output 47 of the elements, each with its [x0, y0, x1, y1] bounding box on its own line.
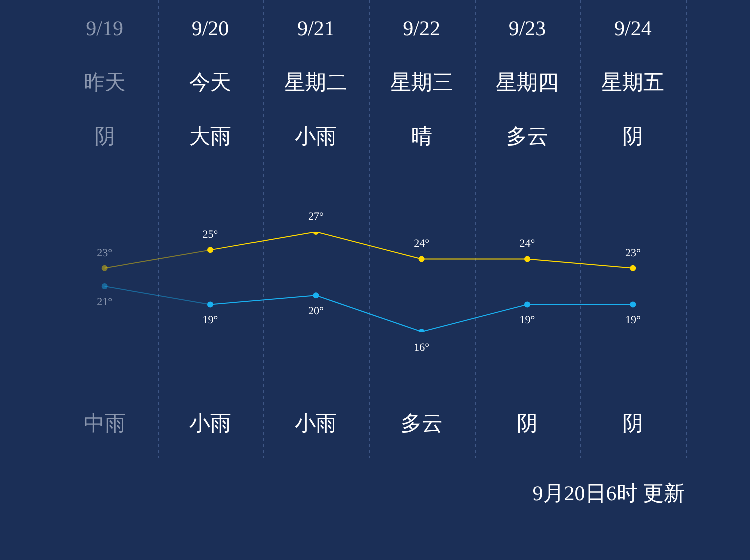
- text: 小雨: [295, 412, 338, 436]
- point: [208, 302, 214, 308]
- x-tick-label: 9/19: [86, 16, 124, 41]
- text: 星期五: [602, 70, 665, 95]
- text: 阴: [622, 412, 644, 436]
- text: 星期四: [496, 70, 559, 95]
- data-label: 27°: [308, 210, 324, 223]
- text: 小雨: [190, 412, 232, 436]
- text: 晴: [411, 124, 432, 149]
- text: 阴: [622, 124, 644, 149]
- text: 多云: [506, 124, 548, 149]
- x-tick-label: 9/20: [192, 16, 230, 41]
- data-label: 23°: [625, 247, 641, 260]
- data-label: 25°: [202, 229, 218, 242]
- data-label: 19°: [520, 314, 536, 327]
- point: [208, 247, 214, 254]
- data-label: 21°: [97, 296, 113, 308]
- data-label: 20°: [308, 306, 324, 318]
- text: 大雨: [190, 124, 232, 149]
- text: 9月20日6时 更新: [532, 482, 685, 506]
- x-tick-label: 9/23: [508, 16, 546, 41]
- text: 今天: [190, 70, 232, 95]
- text: 阴: [94, 124, 116, 149]
- text: 中雨: [84, 412, 126, 436]
- text: 星期三: [390, 70, 454, 95]
- text: 小雨: [295, 124, 338, 149]
- text: 昨天: [84, 70, 126, 95]
- point: [313, 292, 320, 299]
- point: [102, 265, 108, 272]
- text: 阴: [517, 412, 538, 436]
- x-tick-label: 9/22: [403, 16, 441, 41]
- x-tick-label: 9/24: [614, 16, 652, 41]
- point: [418, 256, 425, 262]
- text: 多云: [400, 412, 443, 436]
- point: [630, 302, 636, 308]
- x-tick-label: 9/21: [297, 16, 335, 41]
- point: [102, 284, 108, 290]
- text: 星期二: [284, 70, 348, 95]
- data-label: 23°: [97, 247, 113, 260]
- data-label: 19°: [202, 314, 218, 327]
- data-label: 24°: [520, 238, 536, 250]
- point: [524, 302, 530, 308]
- data-label: 19°: [625, 314, 641, 327]
- data-label: 24°: [414, 238, 430, 250]
- point: [524, 256, 530, 262]
- point: [630, 265, 636, 272]
- data-label: 16°: [414, 342, 430, 354]
